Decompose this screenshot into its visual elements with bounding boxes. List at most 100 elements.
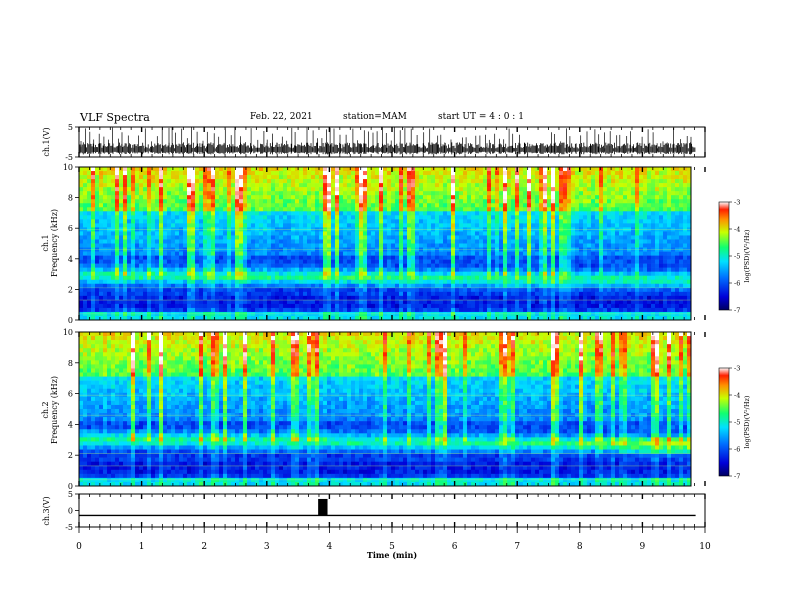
ch1-spectrogram-cell xyxy=(147,207,152,212)
ch1-spectrogram-cell xyxy=(563,291,568,297)
ch1-spectrogram-cell xyxy=(115,235,120,240)
ch1-spectrogram-cell xyxy=(539,239,544,244)
ch1-spectrogram-cell xyxy=(95,191,100,196)
ch1-spectrogram-cell xyxy=(375,303,380,309)
ch1-spectrogram-cell xyxy=(83,271,88,277)
ch1-spectrogram-cell xyxy=(279,251,284,256)
ch1-spectrogram-cell xyxy=(567,219,572,224)
ch1-spectrogram-cell xyxy=(147,199,152,204)
ch1-spectrogram-cell xyxy=(419,255,424,260)
ch1-spectrogram-cell xyxy=(435,271,440,277)
ch1-spectrogram-cell xyxy=(283,175,288,180)
ch1-spectrogram-cell xyxy=(307,315,312,321)
ch1-spectrogram-cell xyxy=(223,203,228,208)
ch1-spectrogram-cell xyxy=(519,251,524,256)
ch1-spectrogram-cell xyxy=(131,239,136,244)
ch1-spectrogram-cell xyxy=(547,175,552,180)
ch1-spectrogram-cell xyxy=(447,183,452,188)
ch1-spectrogram-cell xyxy=(327,195,332,200)
ch1-spectrogram-cell xyxy=(159,207,164,212)
ch1-spectrogram-cell xyxy=(327,299,332,305)
ch1-spectrogram-cell xyxy=(467,211,472,216)
ch1-spectrogram-cell xyxy=(167,207,172,212)
ch1-spectrogram-cell xyxy=(211,191,216,196)
ch1-spectrogram-cell xyxy=(279,299,284,305)
ch1-spectrogram-cell xyxy=(587,211,592,216)
ch1-spectrogram-cell xyxy=(199,315,204,321)
ch1-spectrogram-cell xyxy=(103,299,108,305)
ch1-spectrogram-cell xyxy=(419,195,424,200)
ch1-spectrogram-cell xyxy=(603,179,608,184)
ch1-spectrogram-cell xyxy=(147,175,152,180)
ch1-spectrogram-cell xyxy=(455,219,460,224)
ch1-spectrogram-cell xyxy=(599,171,604,176)
ch1-spectrogram-cell xyxy=(79,315,84,321)
ch1-spectrogram-cell xyxy=(79,187,84,192)
ch1-spectrogram-cell xyxy=(399,303,404,309)
ch1-spectrogram-cell xyxy=(163,175,168,180)
ch1-spectrogram-cell xyxy=(167,239,172,244)
ch1-spectrogram-cell xyxy=(91,299,96,305)
ch1-spectrogram-cell xyxy=(423,267,428,272)
ch1-spectrogram-cell xyxy=(183,231,188,236)
ch1-spectrogram-cell xyxy=(343,183,348,188)
ch1-spectrogram-cell xyxy=(347,203,352,208)
ch1-spectrogram-cell xyxy=(251,251,256,256)
ch1-spectrogram-cell xyxy=(315,263,320,268)
ch1-spectrogram-cell xyxy=(539,219,544,224)
ch1-spectrogram-cell xyxy=(595,215,600,220)
ch1-spectrogram-cell xyxy=(111,203,116,208)
ch1-spectrogram-cell xyxy=(483,295,488,301)
ch1-spectrogram-cell xyxy=(599,283,604,289)
ch1-spectrogram-cell xyxy=(499,187,504,192)
ch1-spectrogram-cell xyxy=(483,291,488,297)
ch1-spectrogram-cell xyxy=(439,219,444,224)
ch1-spectrogram-cell xyxy=(515,259,520,264)
ch1-spectrogram-cell xyxy=(567,263,572,268)
ch1-spectrogram-cell xyxy=(587,203,592,208)
ch1-spectrogram-cell xyxy=(595,275,600,281)
ch1-spectrogram-cell xyxy=(175,235,180,240)
ch1-spectrogram-cell xyxy=(399,183,404,188)
ch1-spectrogram-cell xyxy=(307,199,312,204)
ch1-spectrogram-cell xyxy=(151,263,156,268)
ch1-spectrogram-cell xyxy=(171,255,176,260)
ch1-spectrogram-cell xyxy=(275,187,280,192)
ch1-spectrogram-cell xyxy=(247,263,252,268)
ch1-spectrogram-cell xyxy=(87,275,92,281)
ch1-spectrogram-cell xyxy=(155,275,160,281)
ch1-spectrogram-cell xyxy=(375,179,380,184)
ch1-spectrogram-cell xyxy=(139,223,144,228)
ch1-spectrogram-cell xyxy=(311,303,316,309)
ch1-spectrogram-cell xyxy=(227,303,232,309)
ch1-spectrogram-cell xyxy=(107,167,112,172)
ch1-spectrogram-cell xyxy=(583,287,588,293)
ch1-spectrogram-cell xyxy=(359,183,364,188)
ch1-spectrogram-cell xyxy=(447,283,452,289)
ch1-spectrogram-cell xyxy=(231,271,236,277)
ch1-spectrogram-cell xyxy=(267,251,272,256)
ch1-spectrogram-cell xyxy=(431,215,436,220)
ch1-spectrogram-cell xyxy=(187,267,192,272)
ch1-spectrogram-cell xyxy=(543,191,548,196)
ch1-spectrogram-cell xyxy=(139,235,144,240)
ch1-spectrogram-cell xyxy=(211,167,216,172)
ch1-spectrogram-cell xyxy=(547,203,552,208)
ch1-spectrogram-cell xyxy=(523,187,528,192)
ch1-spectrogram-cell xyxy=(171,223,176,228)
ch1-spectrogram-cell xyxy=(275,243,280,248)
ch1-spectrogram-cell xyxy=(503,219,508,224)
ch1-spectrogram-cell xyxy=(155,315,160,321)
ch1-spectrogram-cell xyxy=(155,203,160,208)
ch1-spectrogram-cell xyxy=(363,287,368,293)
ch1-spectrogram-cell xyxy=(187,187,192,192)
ch1-spectrogram-cell xyxy=(427,283,432,289)
ch1-spectrogram-cell xyxy=(563,239,568,244)
ch1-spectrogram-cell xyxy=(83,275,88,281)
ch1-spectrogram-cell xyxy=(379,179,384,184)
ch1-spectrogram-cell xyxy=(383,207,388,212)
ch1-spectrogram-cell xyxy=(227,191,232,196)
ch1-spectrogram-cell xyxy=(267,167,272,172)
ch1-spectrogram-cell xyxy=(199,203,204,208)
ch1-spectrogram-cell xyxy=(463,175,468,180)
